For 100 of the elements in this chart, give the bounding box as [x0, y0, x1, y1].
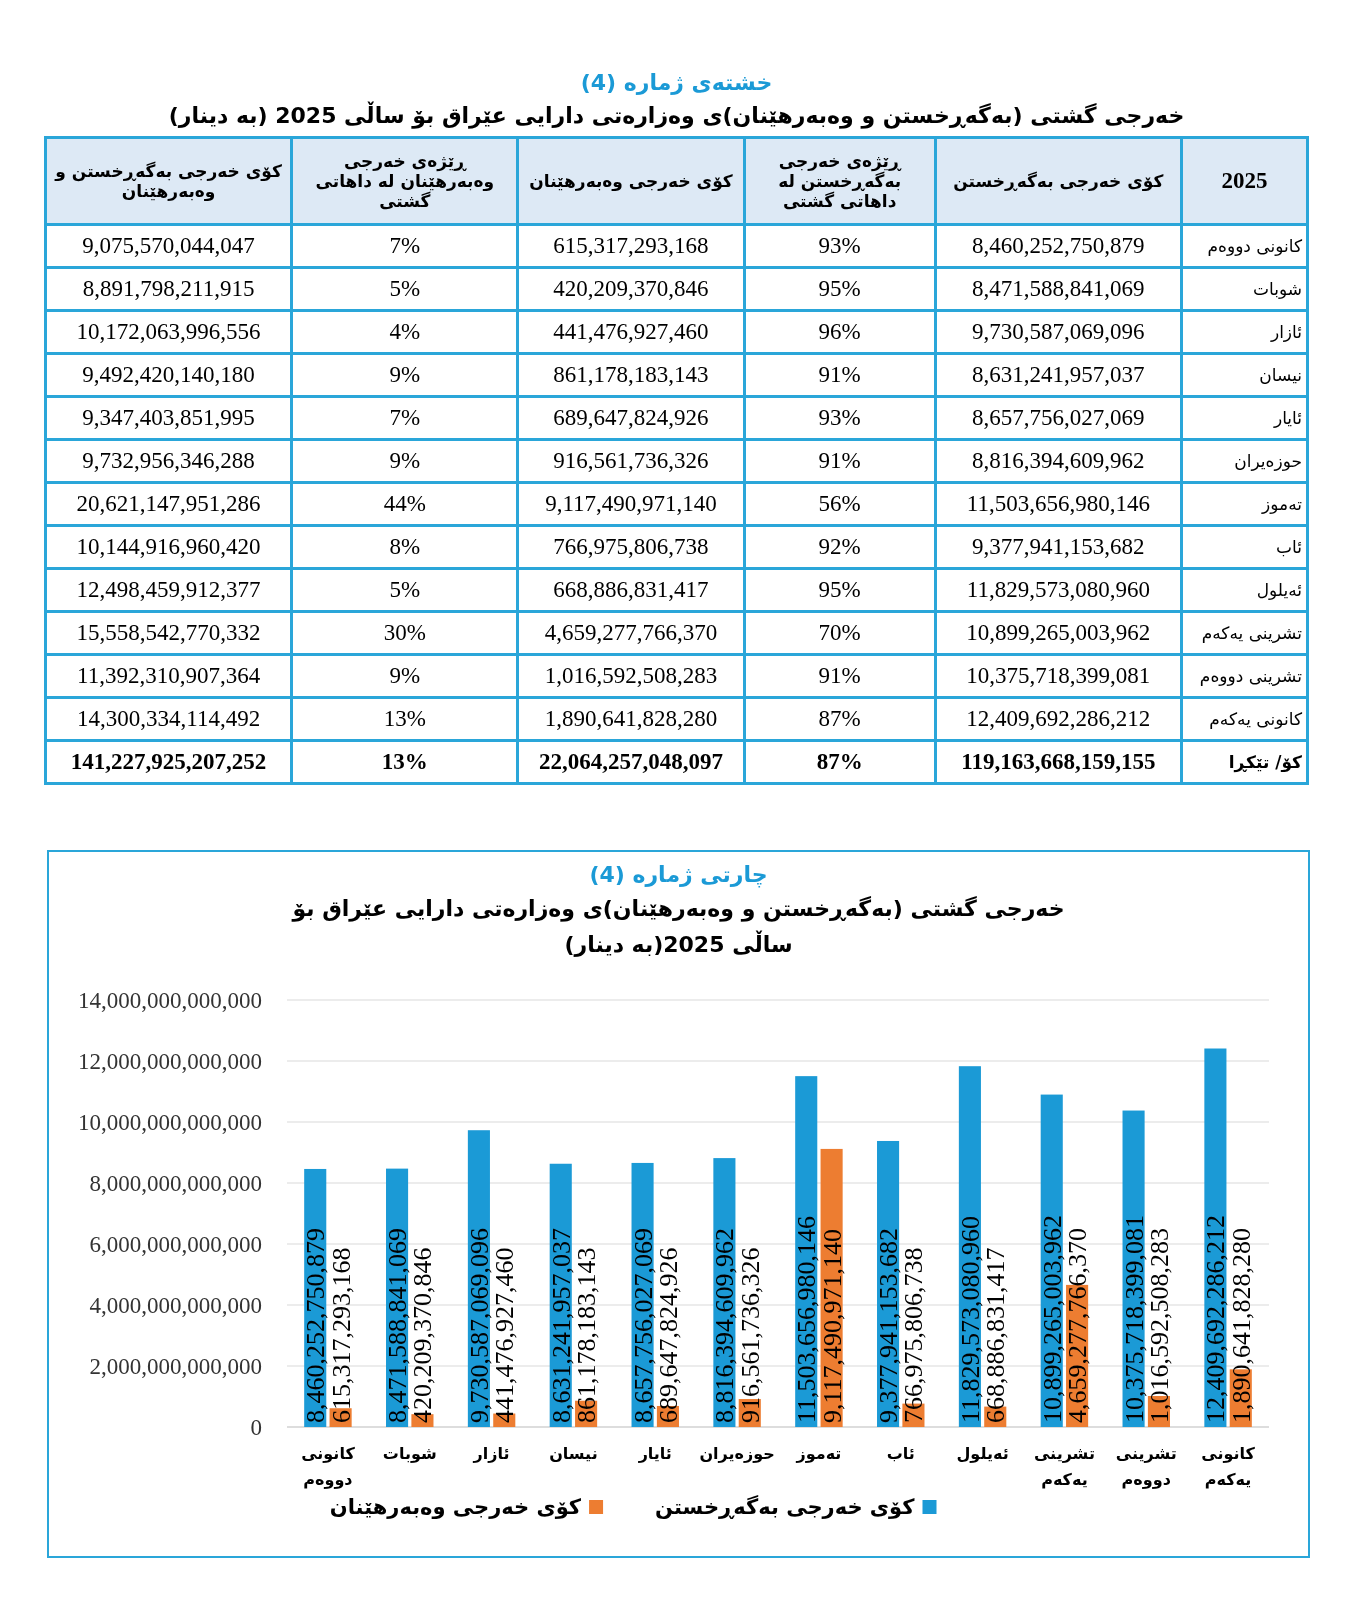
x-tick-label: تشرینی دووەم [1115, 1444, 1177, 1489]
data-label: 10,144,916,960,420 [45, 525, 292, 569]
data-label: 8,460,252,750,879 [301, 1228, 331, 1423]
data-label: 8,471,588,841,069 [935, 267, 1182, 311]
data-label: 766,975,806,738 [517, 525, 745, 569]
data-label: 9,117,490,971,140 [517, 482, 745, 526]
data-label: 30% [291, 611, 518, 655]
data-label: 615,317,293,168 [517, 224, 745, 268]
category-label: کانونی دووەم [1181, 224, 1308, 268]
data-label: 9,347,403,851,995 [45, 396, 292, 440]
data-label: 15,558,542,770,332 [45, 611, 292, 655]
data-label: 96% [744, 310, 936, 354]
data-label: 44% [291, 482, 518, 526]
data-label: 668,886,831,417 [517, 568, 745, 612]
x-tick-label: ئەیلول [956, 1444, 1009, 1463]
chart-subtitle: خەرجی گشتی (بەگەڕخستن و وەبەرهێنان)ی وەزارەتی دارایی عێراق بۆ ساڵی 2025(بە دینار) [291, 895, 1065, 957]
data-label: 5% [291, 568, 518, 612]
data-label: 12,409,692,286,212 [935, 697, 1182, 741]
data-label: 87% [744, 697, 936, 741]
data-label: 87% [744, 740, 936, 784]
category-label: تشرینی یەکەم [1181, 611, 1308, 655]
x-tick-label: شوبات [382, 1444, 437, 1463]
data-label: 95% [744, 267, 936, 311]
data-label: 9,732,956,346,288 [45, 439, 292, 483]
data-label: 9,492,420,140,180 [45, 353, 292, 397]
data-label: 10,375,718,399,081 [1119, 1215, 1149, 1423]
data-label: 10,899,265,003,962 [1037, 1215, 1067, 1423]
y-tick-label: 12,000,000,000,000 [78, 1049, 262, 1074]
category-label: کۆ/ تێکڕا [1181, 740, 1308, 784]
data-label: 7% [291, 396, 518, 440]
data-label: 91% [744, 439, 936, 483]
data-label: 10,172,063,996,556 [45, 310, 292, 354]
text: کۆی خەرجی وەبەرهێنان [517, 137, 745, 225]
category-label: ئایار [1181, 396, 1308, 440]
data-label: 141,227,925,207,252 [45, 740, 292, 784]
category-label: ئەیلول [1181, 568, 1308, 612]
data-label: 8,816,394,609,962 [710, 1228, 740, 1423]
category-label: تەموز [1181, 482, 1308, 526]
data-label: 20,621,147,951,286 [45, 482, 292, 526]
category-label: تشرینی دووەم [1181, 654, 1308, 698]
y-tick-label: 4,000,000,000,000 [89, 1293, 262, 1318]
data-label: 8% [291, 525, 518, 569]
category-label: کانونی یەکەم [1181, 697, 1308, 741]
data-label: 8,631,241,957,037 [546, 1228, 576, 1423]
data-label: 10,899,265,003,962 [935, 611, 1182, 655]
x-tick-label: ئاب [886, 1444, 915, 1463]
data-label: 70% [744, 611, 936, 655]
data-label: 5% [291, 267, 518, 311]
x-tick-label: کانونی یەکەم [1201, 1444, 1256, 1489]
data-label: 8,657,756,027,069 [935, 396, 1182, 440]
data-label: 9,730,587,069,096 [464, 1228, 494, 1423]
legend-label: کۆی خەرجی بەگەڕخستن [655, 1494, 916, 1519]
data-label: 916,561,736,326 [517, 439, 745, 483]
category-label: حوزەیران [1181, 439, 1308, 483]
data-label: 93% [744, 224, 936, 268]
data-label: 9,377,941,153,682 [935, 525, 1182, 569]
data-label: 9% [291, 353, 518, 397]
x-tick-label: حوزەیران [699, 1444, 775, 1463]
data-label: 4% [291, 310, 518, 354]
data-label: 1,016,592,508,283 [517, 654, 745, 698]
data-label: 9% [291, 654, 518, 698]
data-label: 11,392,310,907,364 [45, 654, 292, 698]
text: خشتەی ژمارە (4) [579, 70, 774, 95]
data-label: 8,816,394,609,962 [935, 439, 1182, 483]
data-label: 12,498,459,912,377 [45, 568, 292, 612]
x-tick-label: ئایار [637, 1444, 672, 1463]
data-label: 119,163,668,159,155 [935, 740, 1182, 784]
chart-title: چارتی ژمارە (4) [589, 862, 768, 888]
text: خەرجی گشتی (بەگەڕخستن و وەبەرهێنان)ی وەزارەتی دارایی عێراق بۆ ساڵی 2025 (بە دینار) [167, 103, 1186, 128]
data-label: 91% [744, 353, 936, 397]
data-label: 10,375,718,399,081 [935, 654, 1182, 698]
data-label: 22,064,257,048,097 [517, 740, 745, 784]
data-label: 441,476,927,460 [517, 310, 745, 354]
category-label: شوبات [1181, 267, 1308, 311]
data-label: 8,460,252,750,879 [935, 224, 1182, 268]
data-label: 14,300,334,114,492 [45, 697, 292, 741]
data-label: 9,075,570,044,047 [45, 224, 292, 268]
y-tick-label: 2,000,000,000,000 [89, 1354, 262, 1379]
x-tick-label: تشرینی یەکەم [1033, 1444, 1095, 1489]
data-label: 13% [291, 740, 518, 784]
y-tick-label: 6,000,000,000,000 [89, 1232, 262, 1257]
y-tick-label: 0 [250, 1415, 262, 1440]
data-label: 9% [291, 439, 518, 483]
text: ڕێژەی خەرجی وەبەرهێنان لە داهاتی گشتی [291, 137, 518, 225]
x-tick-label: کانونی دووەم [301, 1444, 356, 1489]
data-label: 4,659,277,766,370 [517, 611, 745, 655]
data-label: 13% [291, 697, 518, 741]
data-label: 1,890,641,828,280 [517, 697, 745, 741]
x-tick-label: ئازار [472, 1444, 510, 1463]
data-label: 9,377,941,153,682 [874, 1228, 904, 1423]
category-label: ئاب [1181, 525, 1308, 569]
data-label: 11,829,573,080,960 [935, 568, 1182, 612]
legend-label: کۆی خەرجی وەبەرهێنان [329, 1495, 582, 1519]
category-label: نیسان [1181, 353, 1308, 397]
data-label: 420,209,370,846 [517, 267, 745, 311]
data-label: 8,657,756,027,069 [628, 1228, 658, 1423]
data-label: 92% [744, 525, 936, 569]
data-label: 689,647,824,926 [517, 396, 745, 440]
text: کۆی خەرجی بەگەڕخستن و وەبەرهێنان [45, 137, 292, 225]
text: کۆی خەرجی بەگەڕخستن [935, 137, 1182, 225]
